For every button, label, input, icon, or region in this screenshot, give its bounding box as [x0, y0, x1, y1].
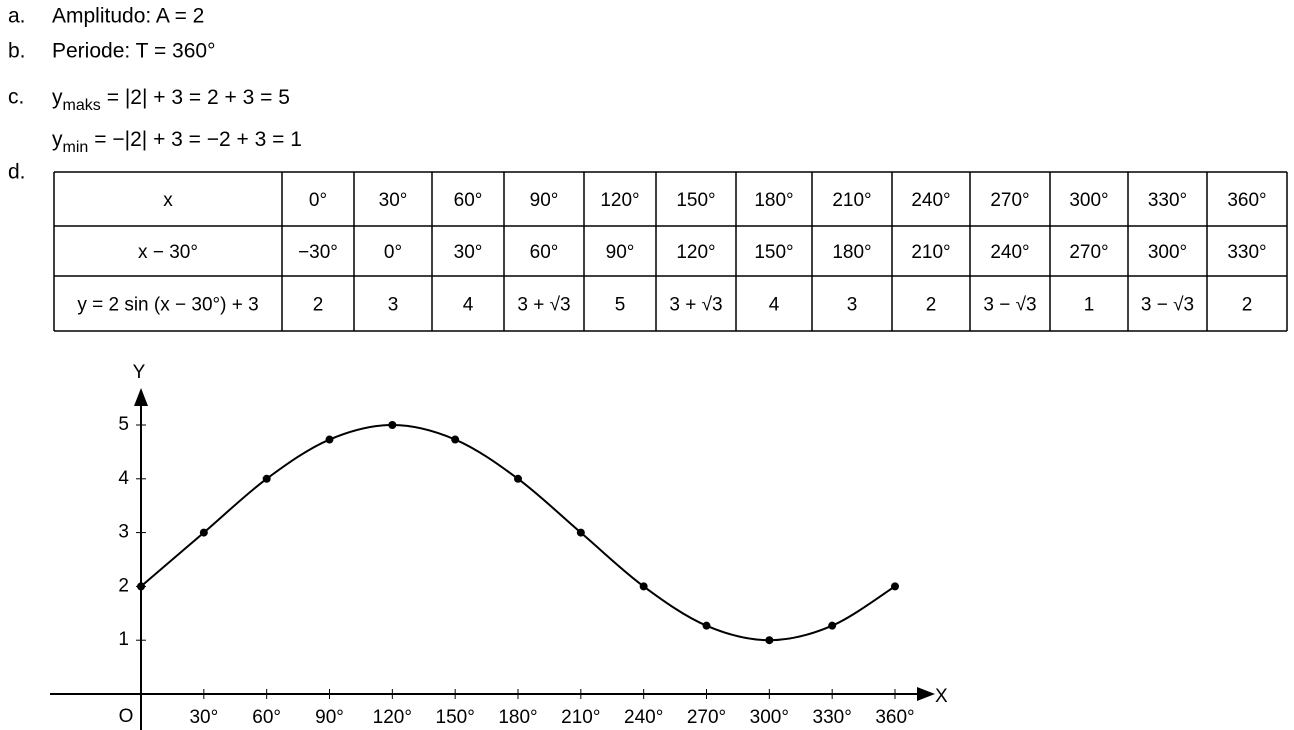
table-cell: 360°: [1227, 190, 1266, 211]
table-cell: 90°: [606, 242, 635, 263]
point: [262, 474, 271, 483]
table-cell: −30°: [298, 242, 338, 263]
formula-var: y: [52, 128, 63, 151]
item-marker: b.: [8, 40, 26, 63]
y-axis-label: Y: [133, 362, 146, 383]
formula-text: = |2| + 3 = 2 + 3 = 5: [107, 86, 290, 109]
table-cell: 270°: [1069, 242, 1108, 263]
table-cell: 3 + √3: [517, 295, 570, 316]
table-cell: 3: [388, 295, 399, 316]
table-cell: 30°: [379, 190, 408, 211]
point: [514, 474, 522, 483]
table-cell: 4: [463, 295, 474, 316]
origin-label: O: [119, 706, 134, 727]
point: [325, 435, 334, 444]
y-arrow: [134, 388, 148, 406]
formula: ymaks = |2| + 3 = 2 + 3 = 5: [52, 86, 290, 115]
table-cell: 210°: [832, 190, 871, 211]
y-tick-label: 4: [118, 468, 129, 489]
item-text: Periode: T = 360°: [52, 40, 216, 63]
table-cell: 120°: [600, 190, 639, 211]
formula-sub: maks: [63, 97, 101, 114]
y-tick-label: 5: [118, 414, 129, 435]
table-cell: 180°: [832, 242, 871, 263]
chart: 30° 60° 90° 120° 150° 180° 210° 240° 270° 300° 330…: [50, 362, 948, 730]
formula-var: y: [52, 86, 63, 109]
table-cell: 1: [1084, 295, 1095, 316]
point: [702, 621, 711, 630]
point: [639, 582, 648, 591]
x-axis-label: X: [935, 686, 948, 707]
table-cell: 240°: [990, 242, 1029, 263]
table-cell: 330°: [1227, 242, 1266, 263]
point: [199, 528, 208, 537]
table-cell: x: [163, 190, 173, 211]
x-tick-label: 240°: [624, 707, 663, 728]
x-tick-label: 300°: [750, 707, 789, 728]
item-text: Amplitudo: A = 2: [52, 5, 204, 28]
table-cell: 90°: [530, 190, 559, 211]
table-cell: x − 30°: [138, 242, 198, 263]
table-cell: 330°: [1148, 190, 1187, 211]
y-tick-label: 3: [118, 522, 129, 543]
table-cell: 2: [1242, 295, 1253, 316]
x-tick-label: 330°: [813, 707, 852, 728]
table-cell: 270°: [990, 190, 1029, 211]
table-cell: 60°: [530, 242, 559, 263]
y-tick-label: 2: [118, 575, 129, 596]
table-cell: 180°: [754, 190, 793, 211]
formula-text: = −|2| + 3 = −2 + 3 = 1: [94, 128, 302, 151]
point: [137, 582, 145, 591]
point: [388, 421, 397, 429]
table-cell: 300°: [1069, 190, 1108, 211]
table-cell: 210°: [911, 242, 950, 263]
table-cell: 30°: [454, 242, 483, 263]
table-cell: 3 − √3: [983, 295, 1036, 316]
table-cell: 2: [926, 295, 937, 316]
x-tick-label: 210°: [561, 707, 600, 728]
x-tick-label: 270°: [687, 707, 726, 728]
table-cell: 4: [769, 295, 780, 316]
point: [576, 528, 585, 537]
table-cell: 120°: [676, 242, 715, 263]
y-tick-label: 1: [118, 629, 129, 650]
x-tick-label: 90°: [315, 707, 344, 728]
point: [828, 621, 837, 630]
table-cell: 2: [313, 295, 324, 316]
table-cell: 150°: [754, 242, 793, 263]
table-cell: 5: [615, 295, 626, 316]
table: x 0° 30° 60° 90° 120° 150° 180° 210° 240° 270° 300°…: [53, 171, 1288, 332]
x-tick-label: 150°: [436, 707, 475, 728]
x-tick-label: 360°: [875, 707, 914, 728]
x-tick-label: 30°: [189, 707, 218, 728]
table-cell: 0°: [309, 190, 327, 211]
table-cell: 3 − √3: [1141, 295, 1194, 316]
point: [765, 636, 774, 645]
point: [891, 582, 899, 591]
table-cell: 3: [847, 295, 858, 316]
table-cell: 60°: [454, 190, 483, 211]
table-cell: y = 2 sin (x − 30°) + 3: [77, 295, 258, 316]
table-cell: 3 + √3: [669, 295, 722, 316]
table-cell: 150°: [676, 190, 715, 211]
formula-sub: min: [63, 139, 89, 156]
point: [451, 435, 460, 444]
x-tick-label: 180°: [498, 707, 537, 728]
item-marker: d.: [8, 161, 26, 184]
curve: [140, 423, 896, 642]
table-cell: 240°: [911, 190, 950, 211]
x-tick-label: 120°: [373, 707, 412, 728]
table-cell: 300°: [1148, 242, 1187, 263]
table-cell: 0°: [384, 242, 402, 263]
item-marker: a.: [8, 5, 26, 28]
formula: ymin = −|2| + 3 = −2 + 3 = 1: [52, 128, 302, 157]
x-arrow: [917, 687, 935, 701]
x-tick-label: 60°: [252, 707, 281, 728]
item-marker: c.: [8, 86, 24, 109]
